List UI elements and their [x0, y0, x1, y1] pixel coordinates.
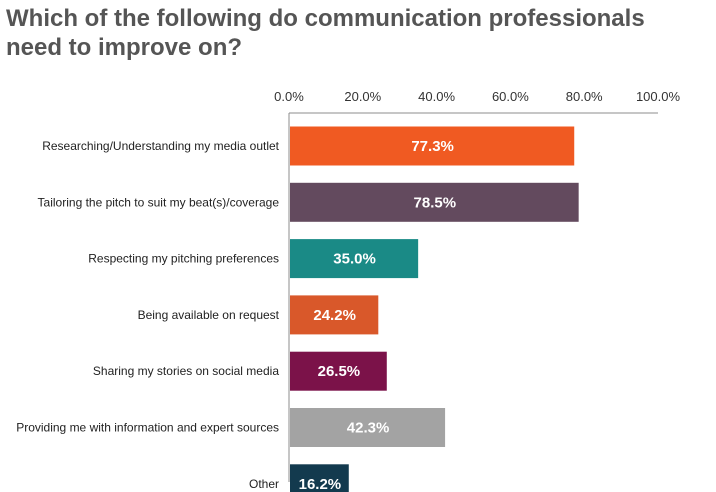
data-label: 24.2%	[313, 307, 356, 324]
data-label: 42.3%	[347, 420, 390, 437]
data-label: 35.0%	[333, 251, 376, 268]
category-label: Providing me with information and expert…	[16, 421, 279, 435]
x-tick-label: 0.0%	[274, 89, 304, 104]
x-tick-label: 80.0%	[566, 89, 603, 104]
bar	[290, 351, 387, 391]
category-label: Respecting my pitching preferences	[88, 252, 279, 266]
x-axis-ticks: 0.0% 20.0% 40.0% 60.0% 80.0% 100.0%	[274, 89, 680, 104]
category-label: Tailoring the pitch to suit my beat(s)/c…	[38, 195, 280, 209]
bar	[290, 182, 579, 222]
data-label: 78.5%	[414, 194, 457, 211]
bar	[290, 295, 379, 335]
data-label: 26.5%	[318, 363, 361, 380]
x-tick-label: 100.0%	[636, 89, 681, 104]
x-tick-label: 20.0%	[344, 89, 381, 104]
category-label: Sharing my stories on social media	[93, 364, 279, 378]
bar	[290, 464, 349, 492]
bar	[290, 239, 419, 279]
bar	[290, 408, 446, 447]
category-label: Being available on request	[138, 308, 280, 322]
category-label: Researching/Understanding my media outle…	[42, 139, 279, 153]
bar	[290, 126, 575, 166]
data-label: 16.2%	[299, 476, 342, 492]
data-label: 77.3%	[411, 138, 454, 155]
category-label: Other	[249, 477, 279, 491]
x-tick-label: 40.0%	[418, 89, 455, 104]
bars: Researching/Understanding my media outle…	[16, 126, 579, 492]
chart-title: Which of the following do communication …	[6, 5, 645, 61]
x-tick-label: 60.0%	[492, 89, 529, 104]
